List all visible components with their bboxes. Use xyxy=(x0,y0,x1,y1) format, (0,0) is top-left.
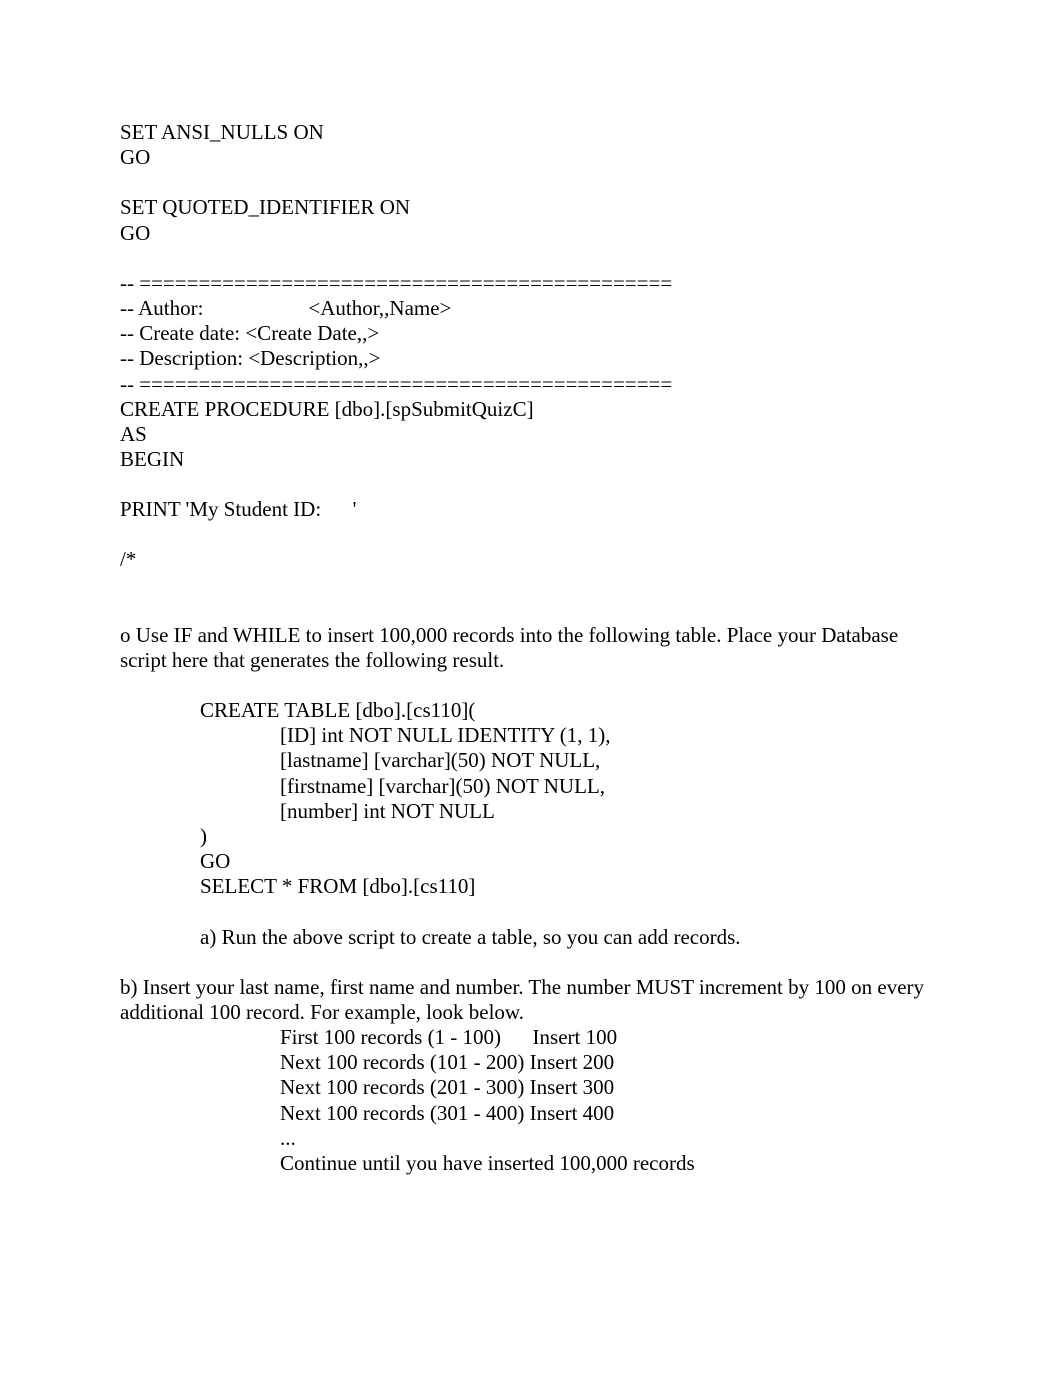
task-intro: o Use IF and WHILE to insert 100,000 rec… xyxy=(120,623,942,673)
blank-line xyxy=(120,950,942,975)
blank-line xyxy=(120,246,942,271)
code-line: SET QUOTED_IDENTIFIER ON xyxy=(120,195,942,220)
blank-line xyxy=(120,673,942,698)
blank-line xyxy=(120,573,942,623)
comment-open: /* xyxy=(120,547,942,572)
author-line: -- Author: <Author,,Name> xyxy=(120,296,942,321)
create-table-line: GO xyxy=(120,849,942,874)
create-table-line: [number] int NOT NULL xyxy=(120,799,942,824)
code-line: SET ANSI_NULLS ON xyxy=(120,120,942,145)
separator-line: -- =====================================… xyxy=(120,271,942,296)
print-line: PRINT 'My Student ID: ' xyxy=(120,497,942,522)
create-table-line: CREATE TABLE [dbo].[cs110]( xyxy=(120,698,942,723)
code-line: GO xyxy=(120,145,942,170)
code-line: AS xyxy=(120,422,942,447)
record-range-line: Next 100 records (201 - 300) Insert 300 xyxy=(120,1075,942,1100)
blank-line xyxy=(120,472,942,497)
blank-line xyxy=(120,170,942,195)
step-a: a) Run the above script to create a tabl… xyxy=(120,925,942,950)
create-table-line: [firstname] [varchar](50) NOT NULL, xyxy=(120,774,942,799)
step-b: b) Insert your last name, first name and… xyxy=(120,975,942,1025)
select-line: SELECT * FROM [dbo].[cs110] xyxy=(120,874,942,899)
ellipsis-line: ... xyxy=(120,1126,942,1151)
create-table-line: [lastname] [varchar](50) NOT NULL, xyxy=(120,748,942,773)
separator-line: -- =====================================… xyxy=(120,372,942,397)
create-table-line: ) xyxy=(120,824,942,849)
create-table-line: [ID] int NOT NULL IDENTITY (1, 1), xyxy=(120,723,942,748)
create-date-line: -- Create date: <Create Date,,> xyxy=(120,321,942,346)
description-line: -- Description: <Description,,> xyxy=(120,346,942,371)
code-line: GO xyxy=(120,221,942,246)
record-range-line: Next 100 records (301 - 400) Insert 400 xyxy=(120,1101,942,1126)
blank-line xyxy=(120,900,942,925)
create-procedure-line: CREATE PROCEDURE [dbo].[spSubmitQuizC] xyxy=(120,397,942,422)
continue-line: Continue until you have inserted 100,000… xyxy=(120,1151,942,1176)
record-range-line: Next 100 records (101 - 200) Insert 200 xyxy=(120,1050,942,1075)
code-line: BEGIN xyxy=(120,447,942,472)
record-range-line: First 100 records (1 - 100) Insert 100 xyxy=(120,1025,942,1050)
blank-line xyxy=(120,522,942,547)
